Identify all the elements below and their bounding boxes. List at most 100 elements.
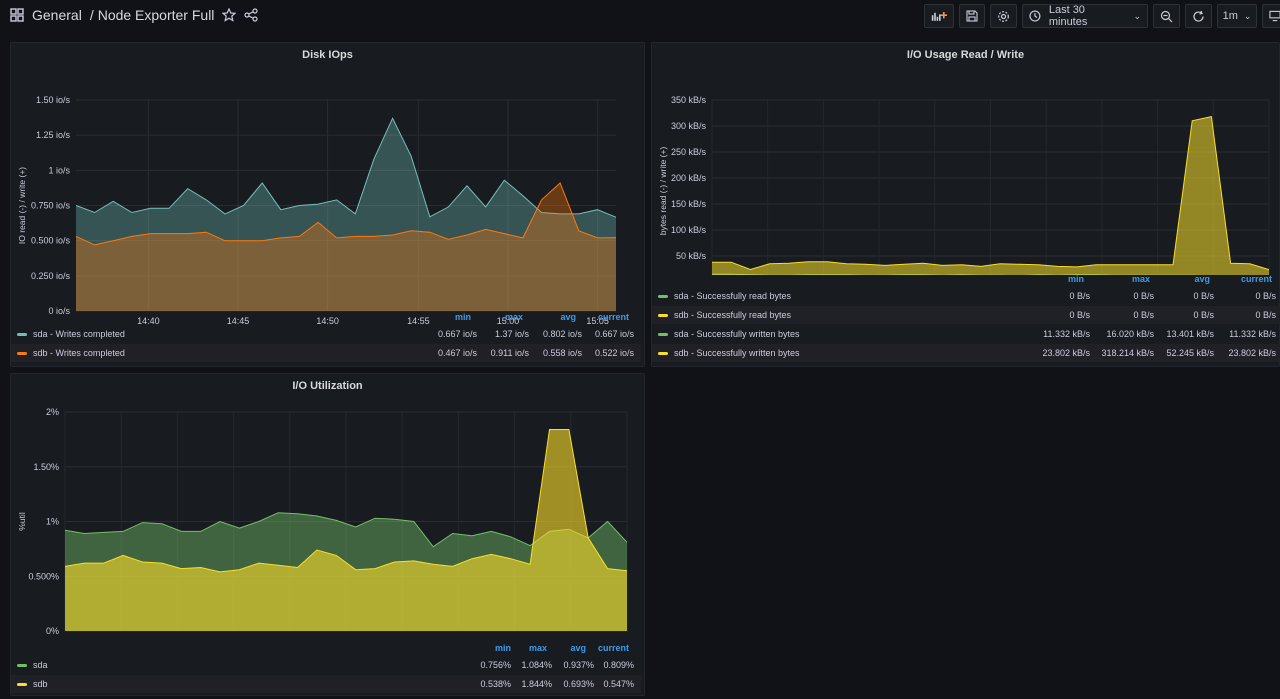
y-tick-label: 0 io/s bbox=[48, 306, 70, 316]
legend-value-max: 0 B/s bbox=[1133, 291, 1154, 301]
dashboard-title[interactable]: Node Exporter Full bbox=[97, 7, 215, 23]
breadcrumb: General / Node Exporter Full bbox=[10, 7, 259, 23]
legend-header-min[interactable]: min bbox=[1067, 274, 1084, 284]
legend-value-min: 0 B/s bbox=[1069, 310, 1090, 320]
refresh-icon bbox=[1193, 10, 1204, 22]
panel-title[interactable]: I/O Usage Read / Write bbox=[906, 49, 1025, 61]
legend-series-name: sdb - Successfully written bytes bbox=[674, 348, 800, 358]
panel-title[interactable]: I/O Utilization bbox=[292, 380, 363, 392]
series-swatch bbox=[17, 351, 27, 355]
legend-value-min: 23.802 kB/s bbox=[1042, 348, 1090, 358]
legend-header-max[interactable]: max bbox=[504, 312, 523, 322]
legend-value-avg: 0.937% bbox=[563, 660, 594, 670]
dashboard-navbar: General / Node Exporter Full Last 30 min… bbox=[0, 0, 1280, 34]
legend-row[interactable]: sdb - Successfully written bytes 23.802 k… bbox=[652, 344, 1280, 362]
legend-value-current: 0.522 io/s bbox=[594, 348, 634, 358]
legend-value-current: 0 B/s bbox=[1255, 291, 1276, 301]
series-area bbox=[76, 118, 616, 311]
series-swatch bbox=[658, 294, 668, 298]
legend-value-current: 0.667 io/s bbox=[594, 329, 634, 339]
grid-icon[interactable] bbox=[10, 8, 24, 22]
series-area bbox=[65, 429, 627, 631]
legend-series-name: sda - Writes completed bbox=[33, 329, 125, 339]
series-area bbox=[76, 183, 616, 311]
legend-value-min: 11.332 kB/s bbox=[1043, 329, 1090, 339]
y-tick-label: 350 kB/s bbox=[671, 95, 707, 105]
x-tick-label: 14:55 bbox=[407, 316, 430, 326]
legend-value-min: 0.467 io/s bbox=[437, 348, 477, 358]
legend-row[interactable]: sdb - Writes completed 0.467 io/s 0.911 … bbox=[11, 344, 641, 362]
save-dashboard-button[interactable] bbox=[959, 4, 985, 28]
zoom-out-button[interactable] bbox=[1153, 4, 1180, 28]
legend-value-avg: 0.693% bbox=[563, 679, 594, 689]
legend-value-min: 0.756% bbox=[480, 660, 511, 670]
panel-io-usage: I/O Usage Read / Write 0 B/s 50 kB/s 100 k… bbox=[651, 42, 1280, 367]
legend-row[interactable]: sda 0.756% 1.084% 0.937% 0.809% bbox=[11, 656, 641, 674]
legend-row[interactable]: sdb - Successfully read bytes 0 B/s 0 B/s 0… bbox=[652, 306, 1280, 324]
refresh-button[interactable] bbox=[1185, 4, 1212, 28]
legend-series-name: sdb - Successfully read bytes bbox=[674, 310, 792, 320]
legend-value-min: 0 B/s bbox=[1069, 291, 1090, 301]
legend-header-avg[interactable]: avg bbox=[1194, 274, 1210, 284]
legend-header-current[interactable]: current bbox=[597, 643, 629, 653]
panel-title[interactable]: Disk IOps bbox=[302, 49, 353, 61]
legend-header-current[interactable]: current bbox=[597, 312, 629, 322]
gear-icon bbox=[998, 10, 1009, 22]
disk-iops-chart[interactable]: 0 io/s 0.250 io/s 0.500 io/s 0.750 io/s 1 io… bbox=[11, 65, 641, 335]
star-icon[interactable] bbox=[222, 8, 237, 22]
x-tick-label: 15:00 bbox=[497, 316, 520, 326]
series-swatch bbox=[658, 351, 668, 355]
legend-value-min: 0.538% bbox=[480, 679, 511, 689]
legend-value-avg: 0.558 io/s bbox=[542, 348, 582, 358]
add-panel-button[interactable] bbox=[924, 4, 954, 28]
x-tick-label: 14:50 bbox=[316, 316, 339, 326]
legend-value-max: 1.37 io/s bbox=[494, 329, 529, 339]
time-range-label: Last 30 minutes bbox=[1048, 4, 1088, 28]
legend-header-max[interactable]: max bbox=[528, 643, 547, 653]
legend-value-avg: 52.245 kB/s bbox=[1166, 348, 1214, 358]
legend-header-min[interactable]: min bbox=[494, 643, 511, 653]
legend-series-name: sda - Successfully read bytes bbox=[674, 291, 792, 301]
legend-value-max: 1.844% bbox=[521, 679, 552, 689]
refresh-interval-picker[interactable]: 1m ⌄ bbox=[1217, 4, 1257, 28]
time-picker-button[interactable]: Last 30 minutes ⌄ bbox=[1022, 4, 1148, 28]
y-tick-label: 300 kB/s bbox=[671, 121, 707, 131]
legend-row[interactable]: sda - Successfully read bytes 0 B/s 0 B/s 0… bbox=[652, 287, 1280, 305]
legend-row[interactable]: sdb 0.538% 1.844% 0.693% 0.547% bbox=[11, 675, 641, 693]
legend-header-avg[interactable]: avg bbox=[560, 312, 576, 322]
add-panel-icon bbox=[931, 12, 947, 21]
legend-row[interactable]: sda - Successfully written bytes 11.332 k… bbox=[652, 325, 1280, 343]
y-tick-label: 200 kB/s bbox=[671, 173, 707, 183]
dashboard-settings-button[interactable] bbox=[990, 4, 1017, 28]
series-swatch bbox=[658, 313, 668, 317]
y-tick-label: 1.50% bbox=[33, 462, 59, 472]
share-icon[interactable] bbox=[244, 8, 259, 22]
clock-icon bbox=[1029, 10, 1041, 22]
series-swatch bbox=[17, 663, 27, 667]
legend-value-current: 23.802 kB/s bbox=[1228, 348, 1276, 358]
series-swatch bbox=[658, 332, 668, 336]
legend-value-current: 0.809% bbox=[603, 660, 634, 670]
y-tick-label: 0% bbox=[46, 626, 59, 636]
x-tick-label: 14:45 bbox=[227, 316, 250, 326]
legend-row[interactable]: sda - Writes completed 0.667 io/s 1.37 i… bbox=[11, 325, 641, 343]
legend-header-max[interactable]: max bbox=[1131, 274, 1150, 284]
panel-io-utilization: I/O Utilization 0% 0.500% 1% 1.50% 2% %util m… bbox=[10, 373, 645, 696]
save-icon bbox=[966, 10, 978, 22]
tv-icon bbox=[1269, 10, 1280, 22]
legend-header-current[interactable]: current bbox=[1240, 274, 1272, 284]
tv-mode-button[interactable] bbox=[1262, 4, 1280, 28]
y-axis-label: bytes read (-) / write (+) bbox=[658, 147, 668, 236]
legend-value-avg: 0 B/s bbox=[1193, 310, 1214, 320]
y-tick-label: 1.50 io/s bbox=[36, 95, 71, 105]
breadcrumb-folder[interactable]: General bbox=[32, 7, 82, 23]
y-axis-label: IO read (-) / write (+) bbox=[17, 167, 27, 244]
legend-header-avg[interactable]: avg bbox=[570, 643, 586, 653]
legend-series-name: sda bbox=[33, 660, 48, 670]
legend-header-min[interactable]: min bbox=[454, 312, 471, 322]
legend-series-name: sda - Successfully written bytes bbox=[674, 329, 800, 339]
io-utilization-chart[interactable]: 0% 0.500% 1% 1.50% 2% %util bbox=[11, 396, 641, 641]
legend-value-max: 16.020 kB/s bbox=[1106, 329, 1154, 339]
y-tick-label: 1% bbox=[46, 517, 59, 527]
